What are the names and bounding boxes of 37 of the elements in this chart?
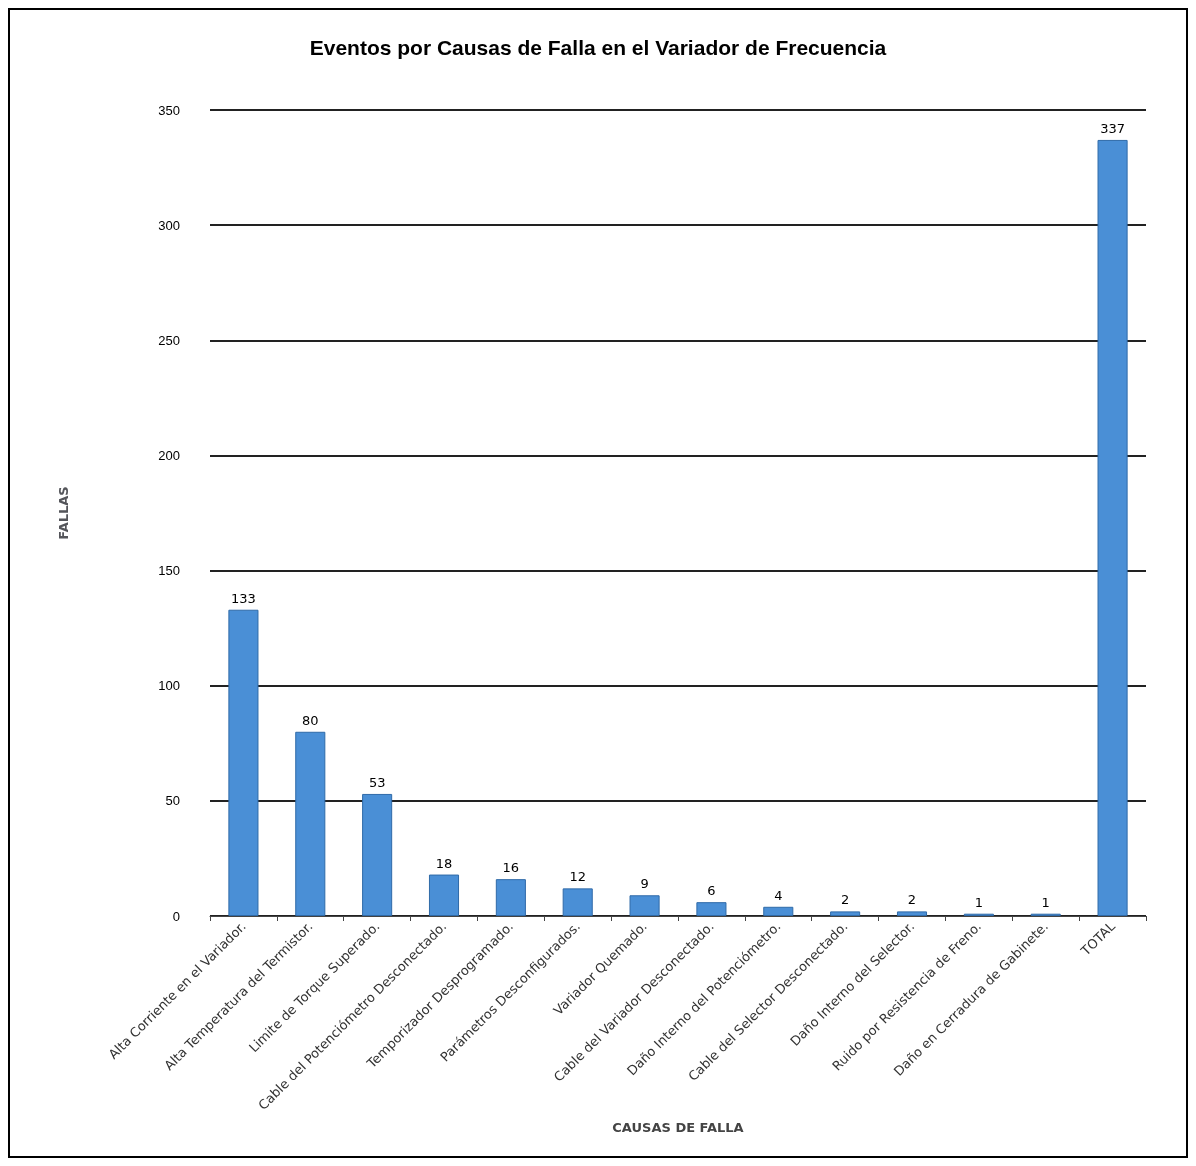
y-tick-label: 50 [165,793,180,809]
bar [295,731,326,916]
bar [362,793,393,916]
y-tick-label: 150 [158,563,180,579]
bar [896,911,928,916]
x-axis-title: CAUSAS DE FALLA [612,1120,744,1135]
data-label: 18 [435,855,453,871]
data-label: 337 [1100,120,1125,136]
bar [830,911,861,916]
data-label: 80 [302,712,319,728]
data-label: 53 [368,774,386,790]
data-label: 1 [1041,894,1050,910]
data-label: 16 [502,860,520,876]
data-label: 2 [907,892,917,908]
data-label: 9 [640,876,649,892]
y-tick-label: 200 [158,447,180,463]
bar [696,902,727,916]
bar [629,895,660,916]
y-tick-label: 100 [158,678,180,694]
data-label: 1 [974,894,983,910]
bar [562,888,593,916]
data-label: 2 [841,892,850,908]
bar [763,906,794,916]
y-tick-label: 250 [158,332,180,348]
y-axis-title: FALLAS [56,486,71,540]
y-tick-label: 300 [158,217,180,233]
y-tick-label: 0 [172,908,180,924]
data-label: 133 [231,590,256,606]
data-label: 12 [569,869,586,885]
bar [228,609,259,916]
bar [495,879,526,916]
y-tick-label: 350 [158,102,180,118]
bar [1097,139,1128,916]
data-label: 4 [774,887,783,903]
data-label: 6 [707,883,716,899]
chart-title: Eventos por Causas de Falla en el Variador de Frecuencia [309,36,887,59]
bar [428,874,460,916]
